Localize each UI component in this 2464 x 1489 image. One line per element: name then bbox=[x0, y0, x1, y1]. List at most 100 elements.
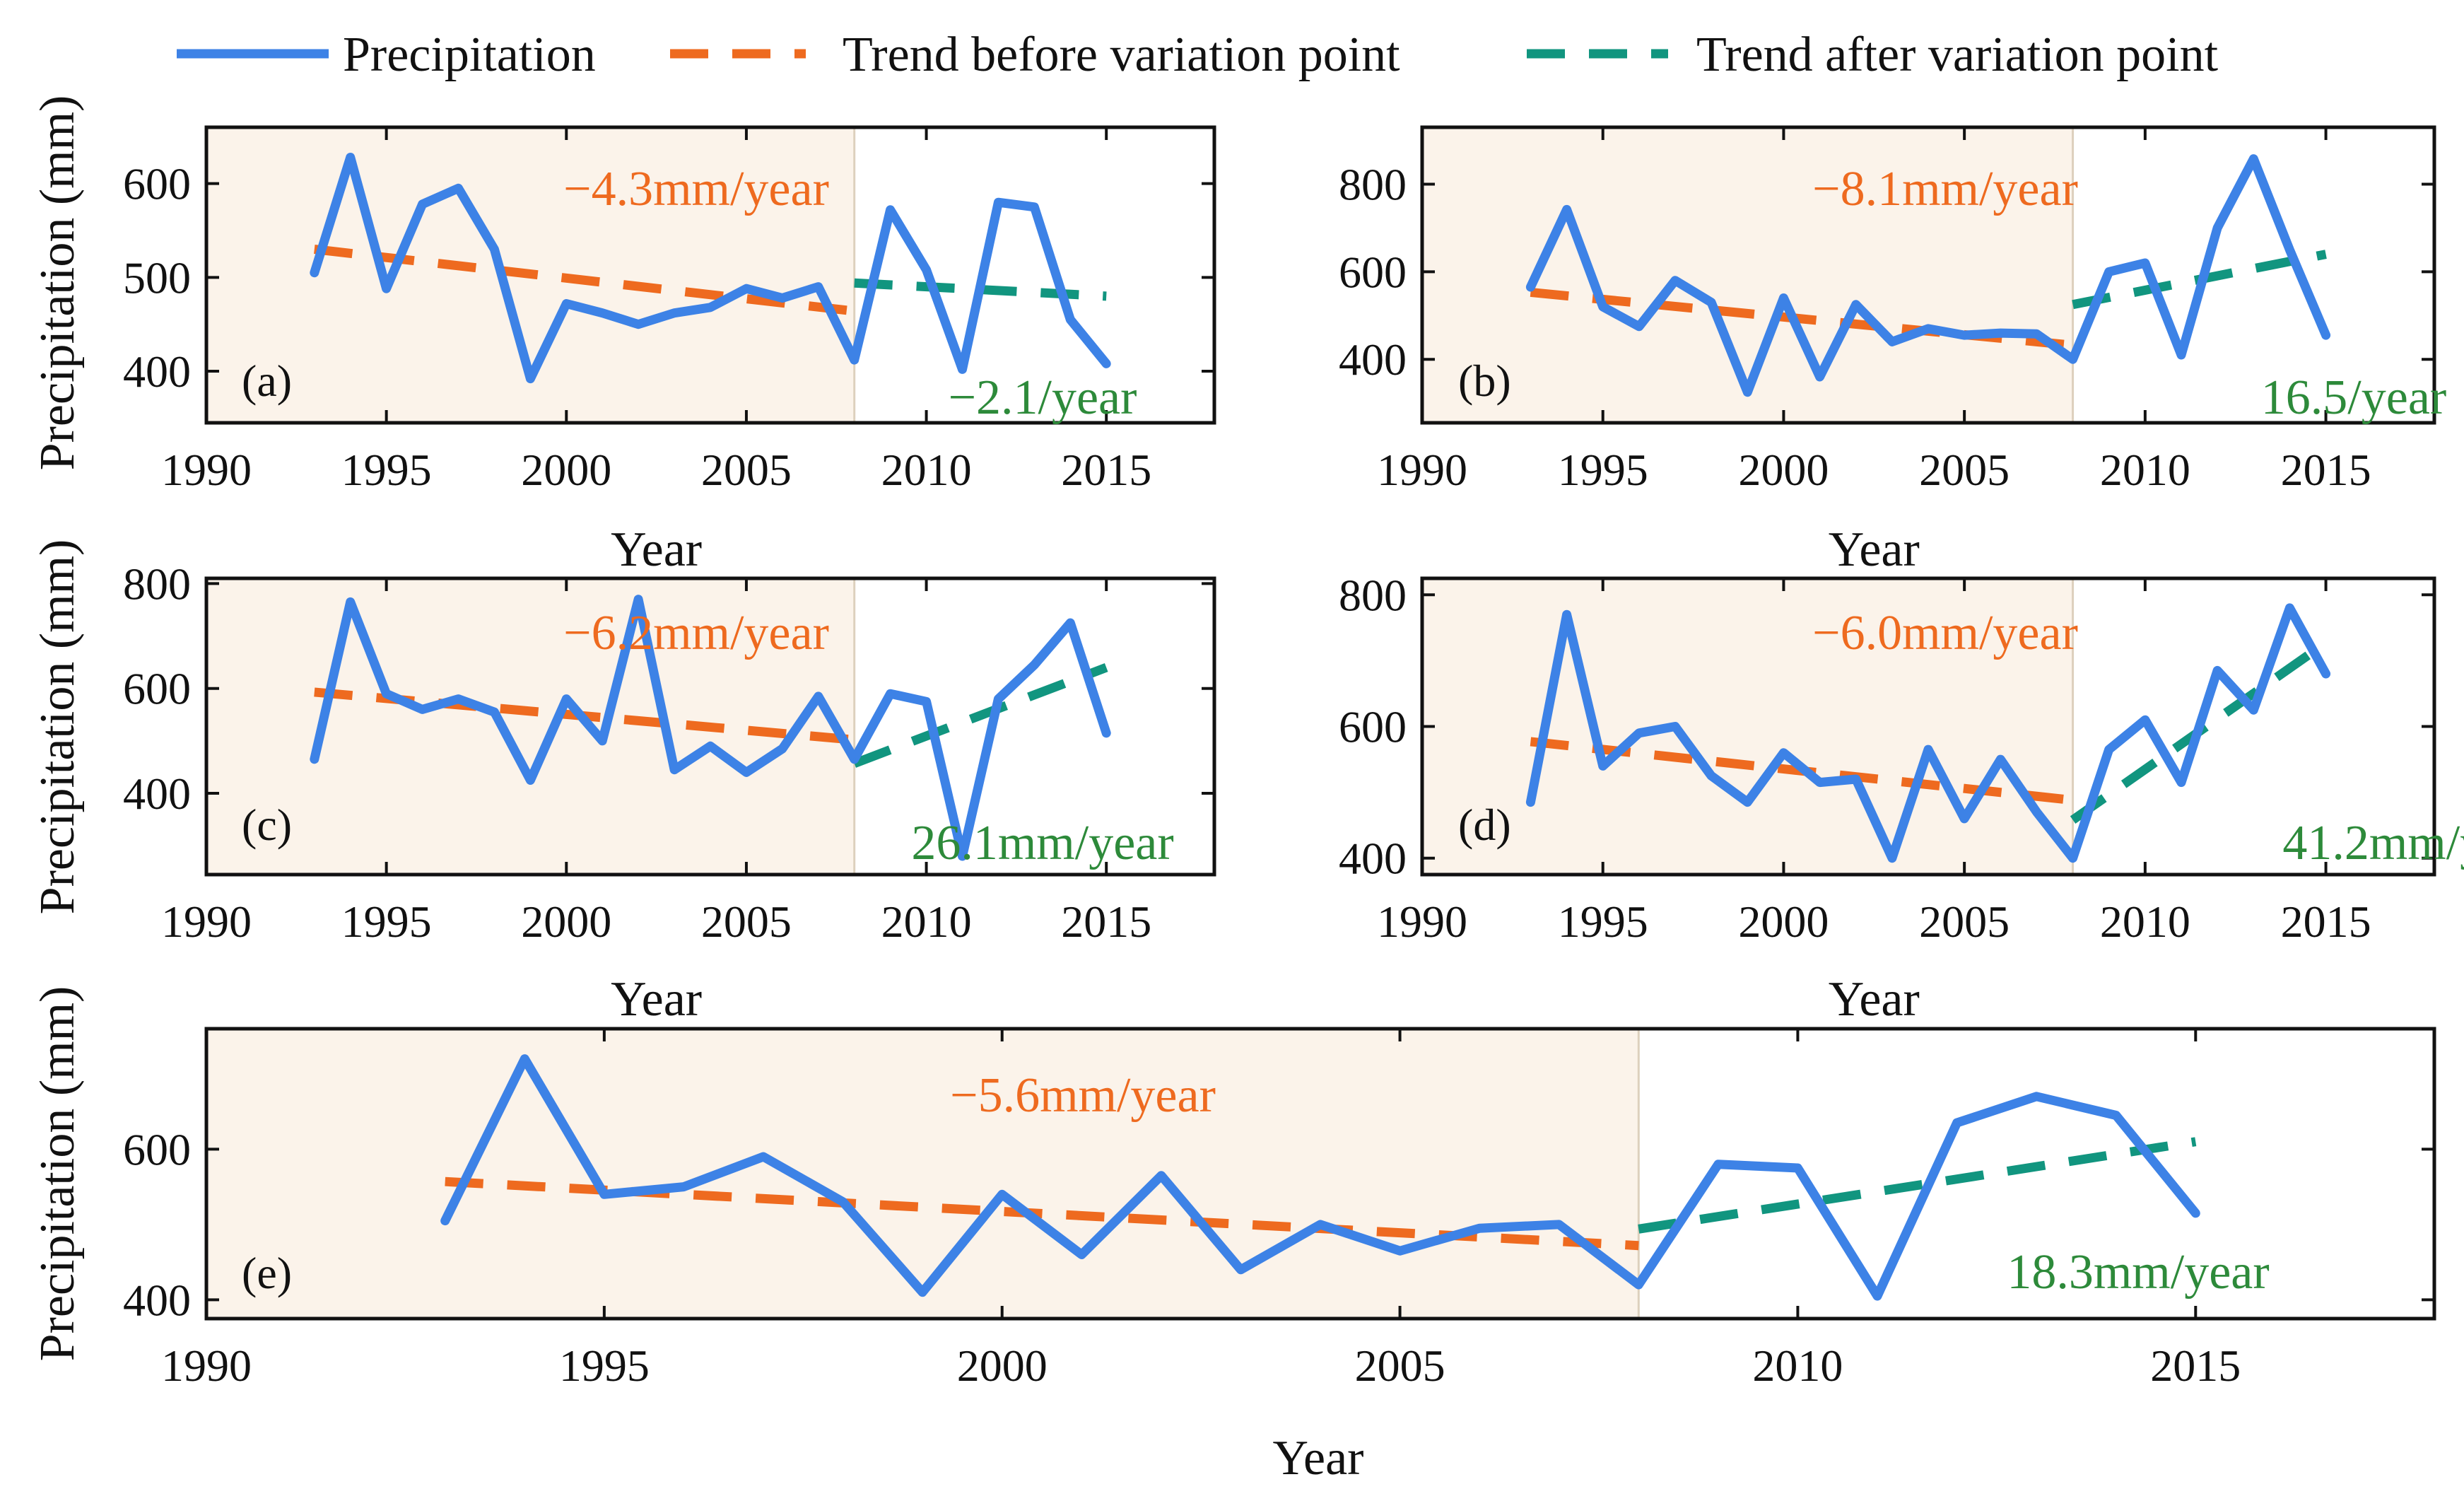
precipitation-point-d bbox=[1746, 800, 1749, 804]
precipitation-point-e bbox=[1637, 1283, 1641, 1287]
precipitation-point-e bbox=[1080, 1253, 1084, 1256]
precipitation-point-e bbox=[921, 1290, 925, 1294]
precipitation-point-a bbox=[457, 187, 460, 190]
axes-frame-a bbox=[204, 125, 1216, 425]
precipitation-point-d bbox=[1637, 731, 1641, 735]
precipitation-point-a bbox=[565, 302, 568, 305]
trend-before-label-d: −6.0mm/year bbox=[1812, 606, 2078, 660]
precipitation-point-b bbox=[1601, 305, 1604, 308]
precipitation-point-d bbox=[1710, 774, 1713, 778]
precipitation-point-e bbox=[1239, 1268, 1243, 1271]
precipitation-point-a bbox=[421, 202, 424, 206]
precipitation-point-b bbox=[2180, 354, 2183, 357]
precipitation-point-d bbox=[2216, 669, 2219, 672]
x-tick-label-d: 2005 bbox=[1919, 897, 2010, 947]
y-tick-label-b: 800 bbox=[1339, 160, 1407, 210]
panels: 1990 1995 2000 2005 2010 2015 400 500 600 Year Pre… bbox=[30, 95, 2464, 1485]
precipitation-point-a bbox=[925, 268, 928, 271]
x-tick-label-b: 2000 bbox=[1738, 445, 1829, 495]
precipitation-point-b bbox=[1565, 208, 1568, 211]
precipitation-point-e bbox=[1557, 1222, 1561, 1226]
trend-after-line-e bbox=[1638, 1137, 2197, 1234]
x-tick-label-c: 1990 bbox=[161, 897, 252, 947]
precipitation-point-e bbox=[762, 1155, 765, 1159]
x-tick-label-c: 2000 bbox=[521, 897, 611, 947]
precipitation-point-d bbox=[1818, 781, 1821, 784]
precipitation-point-e bbox=[443, 1219, 447, 1222]
precipitation-point-b bbox=[2143, 261, 2147, 264]
precipitation-point-a bbox=[673, 311, 676, 315]
precipitation-point-b bbox=[1782, 296, 1785, 300]
precipitation-point-d bbox=[1674, 725, 1677, 728]
precipitation-point-d bbox=[2252, 708, 2255, 712]
precipitation-point-b bbox=[1999, 332, 2002, 335]
precipitation-point-d bbox=[1963, 817, 1966, 820]
precipitation-point-c bbox=[997, 697, 1000, 701]
legend: Precipitation Trend before variation poi… bbox=[177, 28, 2219, 82]
y-tick-label-a: 500 bbox=[123, 252, 191, 303]
y-tick-label-b: 400 bbox=[1339, 334, 1407, 385]
panel-label-c: (c) bbox=[242, 800, 292, 850]
panel-label-e: (e) bbox=[242, 1248, 292, 1298]
precipitation-point-e bbox=[682, 1185, 686, 1189]
precipitation-point-d bbox=[2288, 606, 2292, 609]
precipitation-point-d bbox=[1565, 613, 1568, 617]
panel-label-d: (d) bbox=[1458, 800, 1511, 850]
precipitation-point-e bbox=[602, 1193, 606, 1196]
precipitation-point-e bbox=[1159, 1174, 1163, 1177]
x-tick-label-d: 2010 bbox=[2100, 897, 2190, 947]
precipitation-point-e bbox=[1319, 1222, 1322, 1226]
x-axis-label-a: Year bbox=[611, 522, 702, 577]
x-tick-label-e: 1995 bbox=[559, 1341, 650, 1391]
precipitation-point-a bbox=[385, 287, 388, 291]
precipitation-point-e bbox=[1716, 1162, 1720, 1166]
precipitation-point-c bbox=[709, 744, 712, 748]
y-tick-label-d: 800 bbox=[1339, 570, 1407, 620]
precipitation-point-e bbox=[1000, 1193, 1004, 1196]
x-axis-label-d: Year bbox=[1829, 972, 1920, 1027]
precipitation-point-c bbox=[601, 739, 604, 742]
precipitation-point-b bbox=[1637, 325, 1641, 328]
precipitation-point-a bbox=[888, 208, 892, 211]
x-tick-label-a: 2015 bbox=[1061, 445, 1151, 495]
precipitation-point-c bbox=[673, 768, 676, 771]
precipitation-point-d bbox=[2035, 810, 2038, 814]
precipitation-point-d bbox=[1854, 777, 1858, 781]
x-tick-label-e: 1990 bbox=[161, 1341, 252, 1391]
x-tick-label-a: 2000 bbox=[521, 445, 611, 495]
y-tick-label-e: 400 bbox=[123, 1275, 191, 1325]
precipitation-point-a bbox=[312, 271, 316, 274]
precipitation-point-d bbox=[2071, 856, 2075, 860]
trend-before-label-c: −6.2mm/year bbox=[563, 606, 829, 660]
precipitation-point-c bbox=[637, 597, 640, 601]
legend-label-trend-after: Trend after variation point bbox=[1696, 28, 2219, 82]
precipitation-point-a bbox=[493, 247, 496, 251]
precipitation-point-a bbox=[348, 156, 352, 159]
precipitation-point-c bbox=[529, 778, 532, 782]
y-tick-label-d: 400 bbox=[1339, 834, 1407, 884]
precipitation-point-e bbox=[1876, 1295, 1879, 1298]
precipitation-point-a bbox=[780, 296, 784, 300]
trend-after-label-d: 41.2mm/year bbox=[2282, 816, 2464, 870]
precipitation-point-d bbox=[2143, 718, 2147, 722]
panel-e: 1990 1995 2000 2005 2010 2015 400 600 Year Precip… bbox=[30, 986, 2436, 1485]
precipitation-point-b bbox=[2252, 157, 2255, 160]
precipitation-point-d bbox=[1529, 800, 1532, 804]
trend-after-line-c bbox=[852, 662, 1108, 768]
panel-b: 1990 1995 2000 2005 2010 2015 400 600 800 Year −8.… bbox=[1339, 125, 2446, 577]
y-axis-label-a: Precipitation (mm) bbox=[30, 95, 85, 471]
precipitation-point-a bbox=[601, 311, 604, 315]
precipitation-point-c bbox=[961, 855, 964, 858]
precipitation-point-b bbox=[2324, 334, 2328, 337]
y-tick-label-a: 400 bbox=[123, 346, 191, 397]
precipitation-point-b bbox=[2071, 358, 2075, 361]
precipitation-point-e bbox=[1955, 1121, 1959, 1125]
precipitation-point-d bbox=[1890, 856, 1894, 860]
trend-after-label-e: 18.3mm/year bbox=[2007, 1245, 2269, 1300]
x-tick-label-e: 2010 bbox=[1752, 1341, 1843, 1391]
axes-frame-b bbox=[1420, 125, 2436, 425]
precipitation-point-d bbox=[2324, 672, 2328, 676]
x-tick-label-b: 2005 bbox=[1919, 445, 2010, 495]
precipitation-point-c bbox=[565, 697, 568, 701]
x-tick-label-a: 1995 bbox=[341, 445, 432, 495]
